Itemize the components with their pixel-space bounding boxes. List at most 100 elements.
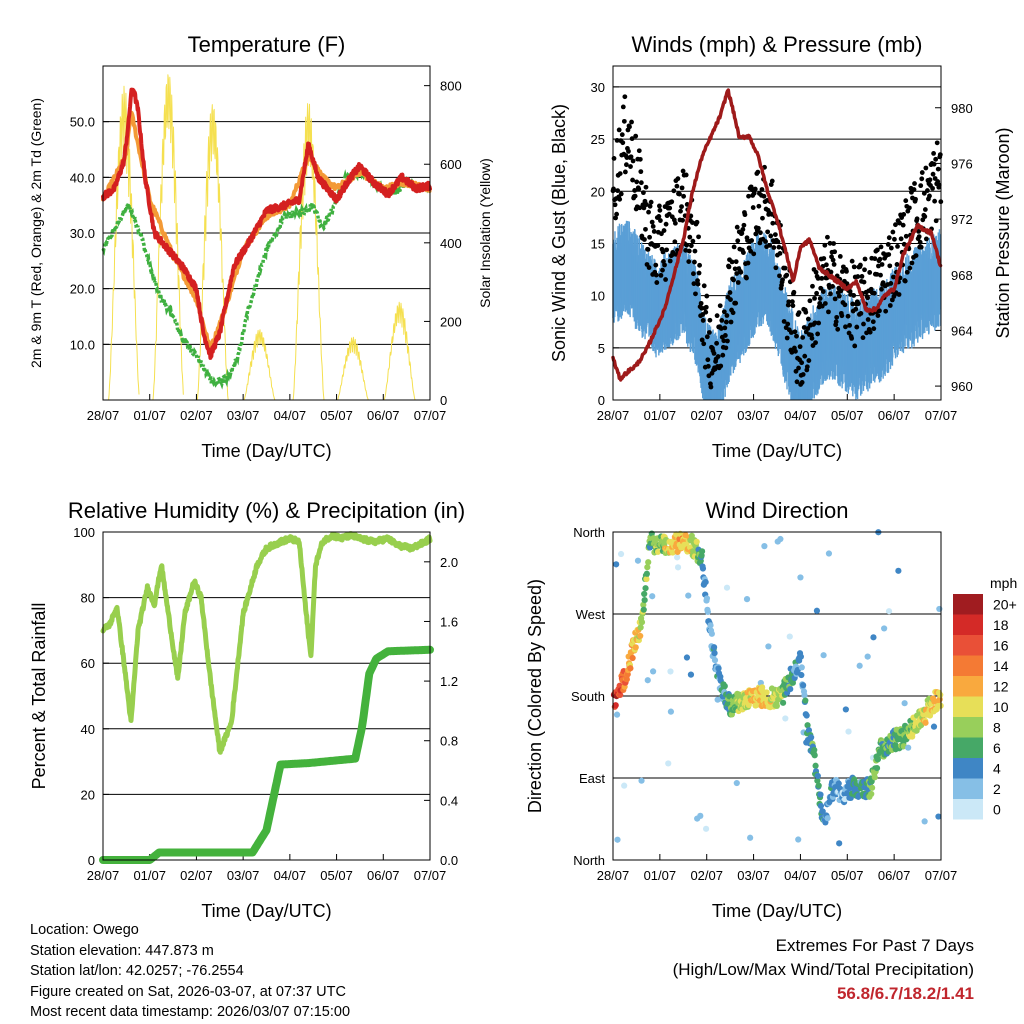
gust-point xyxy=(832,296,838,302)
gust-point xyxy=(875,313,881,319)
y-tick-label: 40 xyxy=(81,722,95,737)
direction-point xyxy=(802,697,809,704)
gust-point xyxy=(688,243,694,249)
direction-point xyxy=(895,567,902,574)
direction-point xyxy=(936,605,943,613)
direction-point xyxy=(674,554,681,561)
gust-point xyxy=(643,184,649,190)
y-right-tick-label: 960 xyxy=(951,379,973,394)
gust-point xyxy=(799,360,805,366)
panel-1: Temperature (F) 28/07 01/07 02/07 03/07 04/07… xyxy=(28,32,493,461)
y-right-tick-label: 968 xyxy=(951,268,973,283)
gust-point xyxy=(734,271,740,276)
gust-point xyxy=(901,211,907,217)
gust-point xyxy=(733,300,739,306)
gust-point xyxy=(864,330,869,336)
gust-point xyxy=(821,256,827,261)
gust-point xyxy=(921,190,927,196)
gust-point xyxy=(785,321,791,327)
gust-point xyxy=(711,351,717,356)
gust-point xyxy=(641,205,647,211)
x-tick-label: 28/07 xyxy=(597,868,630,883)
gust-point xyxy=(851,293,857,298)
gust-point xyxy=(728,297,733,302)
gust-point xyxy=(667,205,673,211)
direction-point xyxy=(621,782,628,789)
gust-point xyxy=(830,284,835,289)
gust-point xyxy=(677,191,682,197)
y-axis-label: Sonic Wind & Gust (Blue, Black) xyxy=(549,104,569,362)
gust-point xyxy=(903,233,909,239)
gust-point xyxy=(800,372,806,377)
gust-point xyxy=(834,314,840,320)
gust-point xyxy=(733,259,739,265)
direction-point xyxy=(710,644,718,651)
gust-point xyxy=(731,277,737,283)
y-right-tick-label: 1.6 xyxy=(440,614,458,629)
gust-point xyxy=(933,156,939,162)
gust-point xyxy=(897,220,902,226)
direction-point xyxy=(683,654,691,661)
direction-point xyxy=(702,825,710,832)
x-tick-label: 28/07 xyxy=(87,868,120,883)
gust-point xyxy=(839,269,845,274)
gust-point xyxy=(617,171,623,176)
direction-point xyxy=(616,682,623,689)
gust-point xyxy=(684,242,690,248)
legend-label: 8 xyxy=(993,719,1001,735)
x-tick-label: 07/07 xyxy=(414,868,447,883)
gust-point xyxy=(793,368,799,374)
gust-point xyxy=(751,251,757,257)
gust-point xyxy=(775,239,781,245)
gust-point xyxy=(760,215,765,221)
gust-point xyxy=(853,306,859,312)
direction-point xyxy=(856,662,863,669)
y-tick-label: 60 xyxy=(81,656,95,671)
gust-point xyxy=(703,309,709,315)
direction-point xyxy=(643,575,650,583)
direction-point xyxy=(698,548,706,555)
y-right-tick-label: 964 xyxy=(951,323,973,338)
legend-swatch xyxy=(953,737,983,758)
gust-point xyxy=(686,259,692,264)
gust-point xyxy=(663,277,668,282)
gust-point xyxy=(767,242,773,248)
gust-point xyxy=(922,207,928,212)
gust-point xyxy=(859,274,865,279)
gust-point xyxy=(886,235,892,241)
gust-point xyxy=(672,239,678,245)
gust-point xyxy=(624,162,629,168)
direction-point xyxy=(685,592,692,599)
direction-point xyxy=(836,840,843,847)
gust-point xyxy=(725,338,730,344)
gust-point xyxy=(809,335,815,341)
direction-point xyxy=(711,657,719,664)
solar-insolation-spike xyxy=(108,85,140,401)
direction-point xyxy=(747,834,754,841)
direction-point xyxy=(644,564,651,571)
gust-point xyxy=(692,248,698,254)
gust-point xyxy=(931,161,937,167)
y-right-tick-label: 980 xyxy=(951,101,973,116)
gust-point xyxy=(865,295,871,301)
gust-point xyxy=(917,239,923,245)
chart-title: Temperature (F) xyxy=(188,32,346,57)
gust-point xyxy=(777,250,783,256)
legend-swatch xyxy=(953,717,983,738)
y-right-tick-label: 2.0 xyxy=(440,555,458,570)
rainfall-line xyxy=(99,645,434,864)
direction-point xyxy=(613,711,621,718)
gust-point xyxy=(622,94,628,100)
direction-point xyxy=(930,723,938,730)
gust-point xyxy=(622,169,628,175)
y-right-tick-label: 600 xyxy=(440,157,462,172)
gust-point xyxy=(805,326,811,331)
direction-point xyxy=(765,643,772,650)
direction-point xyxy=(901,700,908,707)
y-tick-label: 10.0 xyxy=(70,337,95,352)
direction-point xyxy=(798,671,805,679)
gust-point xyxy=(704,293,710,299)
gust-point xyxy=(906,205,912,211)
gust-point xyxy=(850,301,856,307)
gust-point xyxy=(830,257,836,263)
